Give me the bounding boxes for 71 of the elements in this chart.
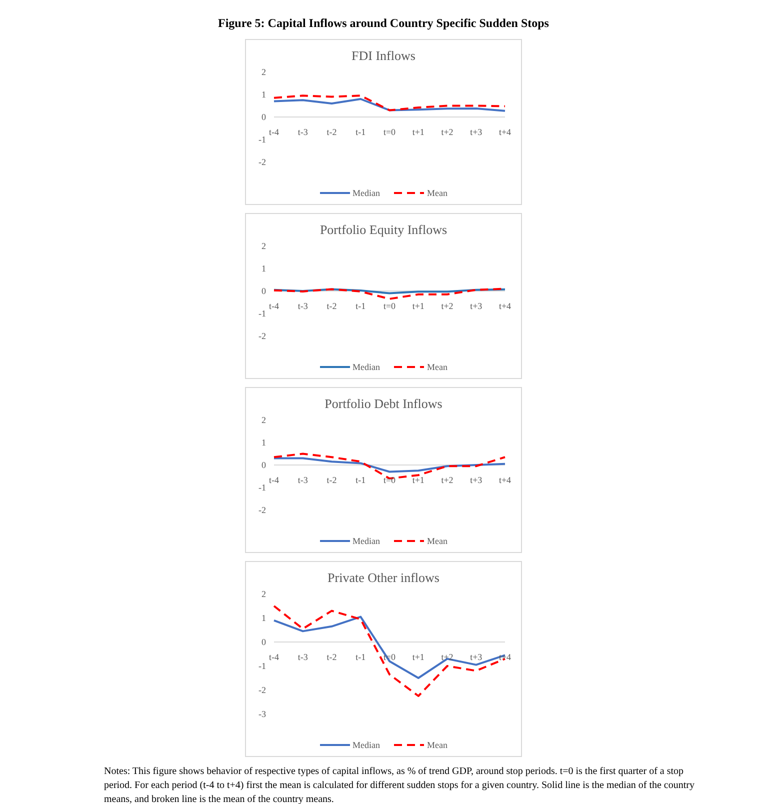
y-tick-label: 0 bbox=[262, 286, 266, 296]
y-tick-label: 2 bbox=[262, 415, 266, 426]
y-tick-label: -2 bbox=[258, 685, 266, 696]
x-tick-label: t-1 bbox=[356, 475, 366, 485]
x-tick-label: t-2 bbox=[326, 475, 337, 485]
x-tick-label: t-4 bbox=[269, 475, 280, 485]
text: Notes: This figure shows behavior of respective types of capital inflows, as % of trend GDP, around stop periods. t=0 is the first quarter of a stop period. For each period (t-4 to t+4) first the mean is calculated for different sudden stops for a given country. Solid line is the median of the country means, and broken line is the mean of the country means. bbox=[104, 765, 696, 804]
x-tick-label: t-3 bbox=[298, 127, 308, 137]
y-tick-label: -1 bbox=[258, 134, 266, 145]
y-tick-label: 1 bbox=[262, 613, 266, 624]
chart-title: FDI Inflows bbox=[350, 47, 416, 65]
caption: Figure 5: Capital Inflows around Country Specific Sudden Stops bbox=[217, 16, 550, 31]
legend-label: Median bbox=[352, 188, 380, 198]
x-tick-label: t+3 bbox=[470, 475, 483, 485]
x-tick-label: t-2 bbox=[326, 652, 337, 662]
y-tick-label: 1 bbox=[262, 90, 266, 100]
x-tick-label: t+2 bbox=[441, 127, 454, 137]
y-tick-label: 2 bbox=[262, 241, 266, 252]
y-tick-label: 2 bbox=[262, 589, 266, 600]
x-tick-label: t+3 bbox=[470, 652, 483, 662]
x-tick-label: t-1 bbox=[356, 301, 366, 311]
y-tick-label: -2 bbox=[258, 331, 266, 342]
x-tick-label: t+2 bbox=[441, 475, 454, 485]
x-tick-label: t-4 bbox=[269, 127, 280, 137]
y-tick-label: 0 bbox=[262, 637, 266, 648]
legend-label: Median bbox=[352, 536, 380, 546]
x-tick-label: t=0 bbox=[383, 475, 396, 485]
x-tick-label: t-2 bbox=[326, 127, 337, 137]
y-tick-label: 1 bbox=[262, 264, 266, 274]
chart-title: Portfolio Debt Inflows bbox=[324, 395, 444, 413]
y-tick-label: -1 bbox=[258, 482, 266, 493]
x-tick-label: t-3 bbox=[298, 475, 308, 485]
x-tick-label: t-3 bbox=[298, 301, 308, 311]
x-tick-label: t=0 bbox=[383, 301, 396, 311]
x-tick-label: t-4 bbox=[269, 301, 280, 311]
legend-label: Mean bbox=[427, 188, 448, 198]
legend-label: Median bbox=[352, 740, 380, 750]
line-series bbox=[273, 94, 506, 112]
x-tick-label: t+4 bbox=[498, 127, 512, 137]
x-tick-label: t-1 bbox=[356, 652, 366, 662]
x-tick-label: t-2 bbox=[326, 301, 337, 311]
x-tick-label: t+1 bbox=[412, 652, 424, 662]
y-tick-label: -3 bbox=[258, 709, 266, 720]
chart-title: Private Other inflows bbox=[326, 569, 440, 587]
y-tick-label: -2 bbox=[258, 157, 266, 168]
line-series bbox=[273, 98, 506, 112]
y-tick-label: 0 bbox=[262, 112, 266, 122]
legend-label: Mean bbox=[427, 362, 448, 372]
x-tick-label: t+2 bbox=[441, 301, 454, 311]
x-tick-label: t+1 bbox=[412, 127, 424, 137]
chart-title: Portfolio Equity Inflows bbox=[318, 221, 448, 239]
x-tick-label: t+3 bbox=[470, 127, 483, 137]
y-tick-label: -1 bbox=[258, 661, 266, 672]
y-tick-label: 1 bbox=[262, 438, 266, 448]
y-tick-label: 0 bbox=[262, 460, 266, 470]
x-tick-label: t+3 bbox=[470, 301, 483, 311]
line-series bbox=[273, 457, 506, 473]
x-tick-label: t=0 bbox=[383, 127, 396, 137]
x-tick-label: t+1 bbox=[412, 301, 424, 311]
x-tick-label: t-3 bbox=[298, 652, 308, 662]
legend-label: Mean bbox=[427, 740, 448, 750]
x-tick-label: t+4 bbox=[498, 475, 512, 485]
x-tick-label: t+1 bbox=[412, 475, 424, 485]
x-tick-label: t-1 bbox=[356, 127, 366, 137]
legend-label: Mean bbox=[427, 536, 448, 546]
y-tick-label: 2 bbox=[262, 67, 266, 78]
legend-label: Median bbox=[352, 362, 380, 372]
x-tick-label: t+4 bbox=[498, 301, 512, 311]
x-tick-label: t-4 bbox=[269, 652, 280, 662]
y-tick-label: -2 bbox=[258, 505, 266, 516]
y-tick-label: -1 bbox=[258, 308, 266, 319]
